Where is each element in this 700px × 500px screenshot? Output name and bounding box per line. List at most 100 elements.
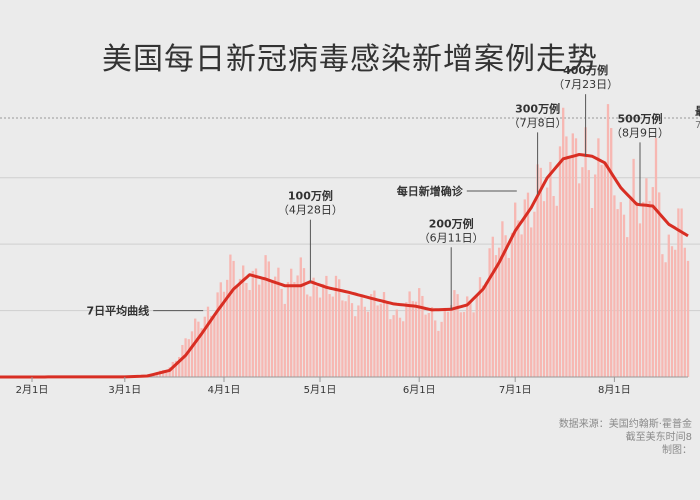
average-line	[0, 153, 689, 379]
daily-bar	[184, 338, 187, 377]
daily-bar	[280, 288, 283, 377]
chart-title: 美国每日新冠病毒感染新增案例走势	[102, 42, 598, 77]
daily-bar	[472, 312, 475, 377]
daily-bar	[514, 202, 517, 377]
daily-bar	[574, 138, 578, 377]
daily-bar	[648, 200, 651, 377]
daily-bar	[430, 307, 434, 377]
daily-bar	[174, 360, 178, 377]
daily-bar	[363, 306, 366, 377]
daily-bar	[216, 292, 219, 377]
daily-bar	[488, 248, 491, 377]
daily-bar	[187, 339, 190, 377]
daily-bar	[603, 162, 606, 377]
x-tick-label: 6月1日	[403, 384, 436, 396]
daily-bar	[462, 311, 466, 377]
daily-bar	[587, 170, 590, 377]
daily-bar	[171, 361, 174, 377]
daily-bar	[437, 330, 440, 377]
milestone-label: 200万例	[429, 216, 474, 230]
daily-bar	[354, 316, 357, 377]
daily-bar	[283, 303, 286, 377]
daily-bar	[485, 281, 488, 377]
daily-bar	[309, 296, 312, 377]
daily-bar	[600, 164, 603, 377]
daily-bar	[261, 278, 264, 377]
daily-bar	[584, 127, 587, 377]
milestone-label: 400万例	[563, 63, 608, 77]
daily-bar	[293, 282, 296, 377]
daily-bar	[594, 174, 597, 377]
daily-bar	[165, 370, 168, 377]
daily-bar	[658, 192, 661, 377]
daily-bar	[264, 255, 267, 377]
daily-bar	[680, 208, 683, 377]
daily-bar	[190, 331, 194, 377]
daily-bar	[389, 319, 392, 377]
daily-bar	[466, 296, 469, 377]
daily-bar	[392, 315, 395, 377]
top-gridline-sublabel: 7	[695, 120, 700, 131]
milestone-date: （7月23日）	[553, 78, 618, 91]
daily-bar	[501, 221, 504, 377]
daily-bar	[456, 294, 459, 377]
daily-bar	[635, 202, 638, 377]
daily-bar	[616, 209, 619, 377]
daily-bar	[168, 367, 171, 377]
daily-bar	[664, 262, 667, 377]
milestone-date: （7月8日）	[509, 116, 567, 129]
daily-bar	[494, 255, 498, 377]
daily-bar	[350, 303, 354, 377]
daily-bar	[312, 277, 315, 377]
x-tick-label: 7月1日	[499, 384, 532, 396]
daily-bar	[453, 290, 456, 377]
daily-bar	[219, 282, 222, 377]
daily-bar	[318, 297, 322, 377]
x-tick-label: 8月1日	[598, 384, 631, 396]
daily-bar	[242, 265, 245, 377]
milestone-label: 300万例	[515, 101, 560, 115]
daily-bar	[306, 294, 309, 377]
daily-bar	[258, 284, 261, 377]
daily-bar	[290, 268, 293, 377]
daily-bar	[581, 167, 584, 377]
daily-bar	[200, 328, 203, 377]
daily-bar	[677, 208, 680, 377]
daily-bar	[517, 220, 520, 377]
daily-bar	[552, 196, 555, 377]
x-tick-label: 2月1日	[16, 384, 49, 396]
daily-bar	[370, 294, 373, 377]
daily-bar	[654, 138, 658, 377]
daily-bar	[232, 260, 235, 377]
daily-bar	[651, 187, 654, 377]
daily-bar	[366, 311, 370, 377]
daily-bar	[203, 316, 206, 377]
daily-bar	[683, 247, 686, 377]
daily-bar	[571, 133, 574, 377]
daily-bar	[590, 207, 594, 377]
daily-bar	[619, 202, 622, 377]
top-gridline-label: 最	[695, 105, 700, 118]
daily-bar	[302, 268, 306, 377]
daily-bar	[434, 320, 437, 377]
daily-bar	[632, 158, 635, 377]
daily-bar	[504, 235, 507, 377]
daily-bar	[597, 138, 600, 377]
daily-bar	[568, 156, 571, 377]
daily-bar	[402, 321, 405, 377]
daily-bar	[526, 192, 530, 377]
daily-bar	[286, 282, 290, 377]
daily-bar	[398, 317, 402, 377]
daily-bar	[299, 257, 302, 377]
daily-bar	[686, 260, 690, 377]
daily-bar	[498, 247, 501, 377]
daily-bar	[197, 321, 200, 377]
daily-bar	[469, 302, 472, 377]
daily-bar	[661, 254, 664, 377]
daily-bar	[178, 356, 181, 377]
daily-bar	[334, 275, 338, 377]
daily-bar	[667, 234, 670, 377]
daily-bar	[578, 183, 581, 377]
daily-bar	[533, 211, 536, 377]
daily-bar	[475, 294, 478, 377]
